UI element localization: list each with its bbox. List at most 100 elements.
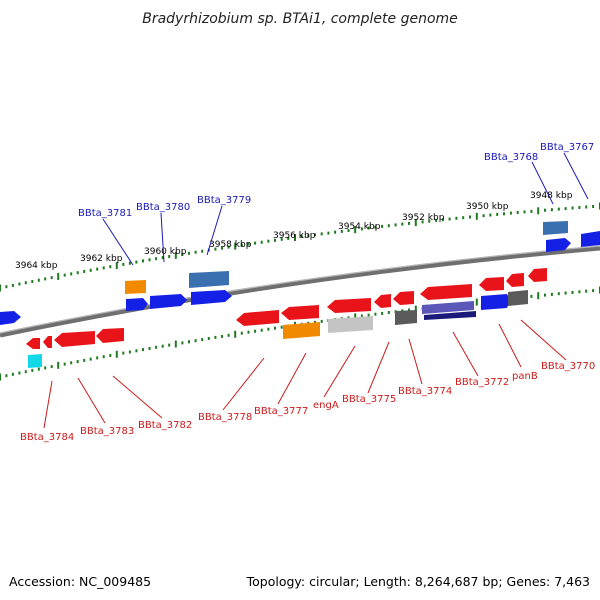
gene-feature[interactable] (150, 294, 187, 309)
minor-tick (37, 367, 40, 371)
gene-label[interactable]: BBta_3777 (254, 406, 308, 417)
minor-tick (435, 218, 438, 222)
gene-feature[interactable] (420, 284, 472, 300)
gene-feature[interactable] (481, 294, 510, 310)
gene-label[interactable]: BBta_3779 (197, 195, 251, 206)
major-tick (0, 284, 1, 292)
gene-feature[interactable] (126, 298, 148, 311)
minor-tick (327, 231, 330, 235)
gene-feature[interactable] (422, 301, 474, 314)
gene-feature[interactable] (0, 311, 21, 325)
minor-tick (83, 270, 86, 273)
gene-label[interactable]: BBta_3772 (455, 377, 509, 388)
minor-tick (254, 329, 257, 333)
gene-feature[interactable] (374, 294, 391, 308)
minor-tick (247, 242, 250, 246)
minor-tick (24, 370, 27, 374)
minor-tick (89, 268, 92, 272)
gene-feature[interactable] (327, 298, 371, 313)
minor-tick (274, 238, 276, 242)
gene-feature[interactable] (236, 310, 279, 326)
gene-label[interactable]: BBta_3784 (20, 432, 74, 443)
major-tick (475, 212, 478, 220)
major-tick (414, 305, 417, 313)
gene-feature[interactable] (96, 328, 124, 343)
minor-tick (109, 354, 112, 357)
minor-tick (63, 362, 66, 366)
minor-tick (161, 256, 164, 260)
minor-tick (340, 229, 343, 233)
minor-tick (148, 347, 151, 350)
gene-feature[interactable] (479, 277, 504, 291)
minor-tick (578, 290, 581, 294)
major-tick (115, 262, 118, 269)
gene-feature[interactable] (543, 221, 568, 235)
forward-callouts (102, 152, 589, 266)
minor-tick (214, 247, 217, 251)
minor-tick (314, 233, 316, 237)
tick-label: 3950 kbp (466, 202, 509, 212)
tick-label: 3956 kbp (273, 231, 316, 241)
gene-feature[interactable] (26, 338, 40, 349)
minor-tick (280, 325, 283, 329)
minor-tick (109, 265, 112, 269)
minor-tick (360, 314, 363, 318)
minor-tick (523, 210, 526, 214)
gene-feature[interactable] (281, 305, 319, 320)
gene-feature[interactable] (508, 290, 528, 306)
minor-tick (387, 311, 390, 314)
gene-feature[interactable] (43, 336, 52, 348)
gene-feature[interactable] (191, 290, 232, 305)
minor-tick (592, 205, 595, 208)
minor-tick (274, 326, 276, 330)
minor-tick (194, 339, 197, 343)
minor-tick (128, 261, 131, 265)
minor-tick (441, 218, 444, 222)
genome-summary-text: Topology: circular; Length: 8,264,687 bp… (246, 574, 590, 589)
gene-feature[interactable] (283, 322, 320, 339)
gene-label[interactable]: engA (313, 400, 339, 411)
minor-tick (503, 212, 505, 216)
gene-feature[interactable] (328, 316, 373, 333)
tick-label: 3954 kbp (338, 222, 381, 232)
callout-line (222, 357, 265, 411)
gene-label[interactable]: panB (512, 371, 538, 382)
gene-label[interactable]: BBta_3767 (540, 142, 594, 153)
gene-label[interactable]: BBta_3778 (198, 412, 252, 423)
minor-tick (50, 365, 53, 369)
gene-feature[interactable] (528, 268, 547, 282)
gene-feature[interactable] (28, 354, 42, 368)
callout-line (367, 341, 390, 394)
minor-tick (63, 273, 66, 277)
minor-tick (564, 207, 567, 211)
gene-feature[interactable] (424, 311, 476, 320)
minor-tick (360, 227, 363, 231)
minor-tick (194, 250, 197, 254)
minor-tick (168, 255, 171, 258)
gene-feature[interactable] (189, 271, 229, 288)
gene-label[interactable]: BBta_3775 (342, 394, 396, 405)
gene-feature[interactable] (125, 280, 146, 294)
gene-feature[interactable] (506, 273, 524, 287)
minor-tick (489, 213, 492, 217)
minor-tick (374, 312, 377, 316)
gene-feature[interactable] (393, 291, 414, 305)
genome-backbone-highlight (0, 245, 600, 334)
minor-tick (83, 358, 86, 362)
major-tick (57, 361, 60, 369)
minor-tick (455, 216, 458, 220)
minor-tick (571, 291, 574, 294)
gene-label[interactable]: BBta_3780 (136, 202, 190, 213)
gene-label[interactable]: BBta_3774 (398, 386, 452, 397)
gene-feature[interactable] (546, 238, 571, 252)
gene-label[interactable]: BBta_3768 (484, 152, 538, 163)
gene-feature[interactable] (54, 331, 95, 347)
reverse-genes (26, 268, 547, 368)
gene-label[interactable]: BBta_3781 (78, 208, 132, 219)
gene-label[interactable]: BBta_3770 (541, 361, 595, 372)
gene-label[interactable]: BBta_3783 (80, 426, 134, 437)
gene-feature[interactable] (395, 310, 417, 325)
accession-text: Accession: NC_009485 (9, 574, 151, 589)
gene-feature[interactable] (581, 231, 600, 247)
gene-label[interactable]: BBta_3782 (138, 420, 192, 431)
